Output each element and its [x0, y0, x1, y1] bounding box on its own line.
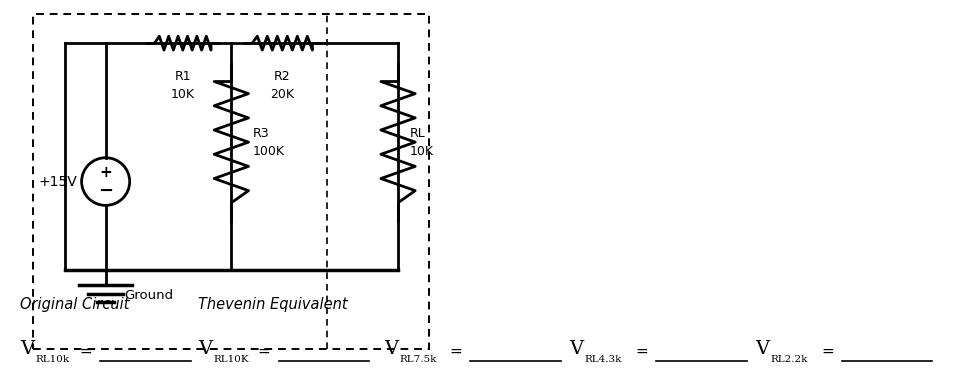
Text: V: V [569, 340, 583, 358]
Text: RL7.5k: RL7.5k [399, 355, 437, 364]
Text: R2
20K: R2 20K [270, 70, 294, 101]
Text: =: = [80, 343, 92, 358]
Text: Original Circuit: Original Circuit [20, 297, 129, 312]
Text: RL10K: RL10K [214, 355, 249, 364]
Text: V: V [20, 340, 34, 358]
Text: V: V [198, 340, 212, 358]
Text: R3
100K: R3 100K [252, 127, 285, 158]
Text: R1
10K: R1 10K [171, 70, 194, 101]
Text: =: = [821, 343, 833, 358]
Text: Thevenin Equivalent: Thevenin Equivalent [198, 297, 348, 312]
Text: −: − [98, 182, 113, 200]
Text: RL2.2k: RL2.2k [770, 355, 808, 364]
Text: V: V [384, 340, 398, 358]
Text: +: + [100, 165, 112, 180]
Text: +15V: +15V [38, 175, 77, 188]
Text: =: = [635, 343, 648, 358]
Text: =: = [258, 343, 270, 358]
Bar [34, 14, 428, 349]
Text: RL
10K: RL 10K [409, 127, 433, 158]
Text: Ground: Ground [125, 289, 173, 302]
Text: RL10k: RL10k [35, 355, 69, 364]
Text: =: = [449, 343, 462, 358]
Text: V: V [755, 340, 769, 358]
Text: RL4.3k: RL4.3k [584, 355, 622, 364]
